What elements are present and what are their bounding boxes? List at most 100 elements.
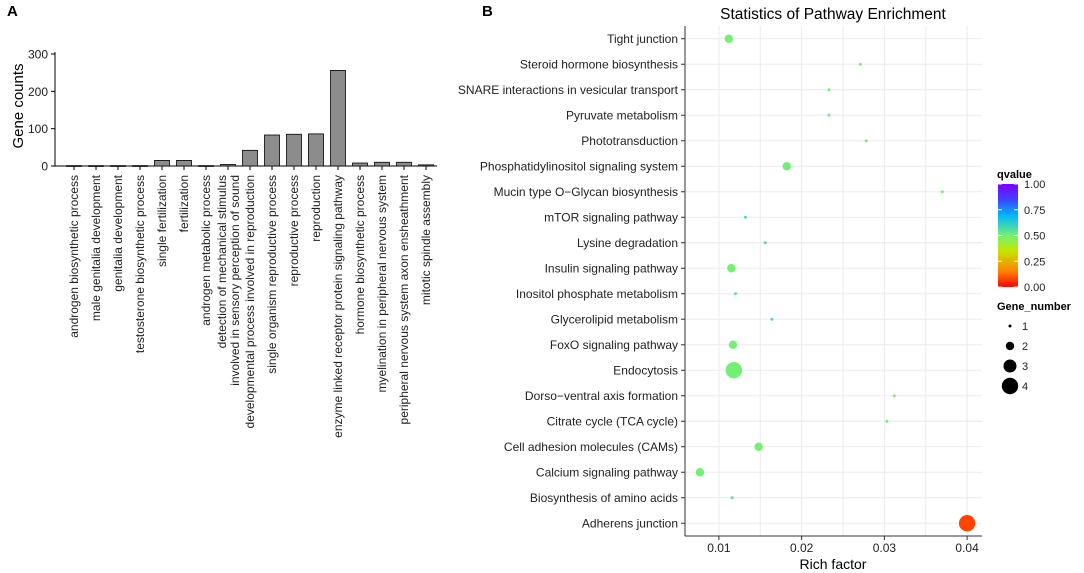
bubble-point (733, 292, 737, 296)
legend-qvalue-tick-label: 0.50 (1024, 231, 1045, 243)
bubble-chart-pathway-label: Dorso−ventral axis formation (525, 389, 678, 403)
legend-size-key-label: 4 (1022, 381, 1028, 393)
bubble-point (782, 162, 791, 171)
bubble-point (730, 496, 734, 500)
bubble-chart-pathway-enrichment: Statistics of Pathway Enrichment Rich fa… (458, 6, 982, 572)
bubble-chart-plot-area (685, 26, 982, 536)
bubble-point (754, 442, 763, 451)
bar (264, 134, 280, 167)
legend-gene-number-title: Gene_number (997, 301, 1072, 313)
bubble-chart-x-tick-label: 0.03 (873, 541, 897, 555)
bar-chart-y-tick-label: 200 (28, 85, 48, 99)
bar-chart-category-label: peripheral nervous system axon ensheathm… (397, 174, 411, 424)
bar (286, 133, 302, 167)
bar-chart-category-label: male genitalia development (89, 174, 103, 321)
bubble-point (724, 34, 734, 43)
bar-chart-category-label: single organism reproductive process (265, 175, 279, 374)
bubble-chart-pathway-label: Citrate cycle (TCA cycle) (547, 414, 678, 428)
legend-qvalue-tick-label: 0.75 (1024, 205, 1045, 217)
legend-size-key-circle (1001, 377, 1019, 395)
bubble-point (743, 215, 747, 219)
bubble-chart-pathway-label: SNARE interactions in vesicular transpor… (458, 83, 679, 97)
bubble-point (695, 468, 705, 477)
legend-qvalue-title: qvalue (997, 169, 1032, 181)
bubble-chart-pathway-label: Calcium signaling pathway (536, 465, 678, 479)
bubble-chart-pathway-label: Steroid hormone biosynthesis (520, 57, 678, 71)
bar-chart-category-label: myelination in peripheral nervous system (375, 175, 389, 392)
legend-size-key-circle (1008, 324, 1012, 328)
bar (154, 159, 170, 167)
bubble-chart-pathway-label: Tight junction (607, 32, 678, 46)
bubble-chart-x-tick-label: 0.01 (707, 541, 731, 555)
bar-chart-category-label: reproductive process (287, 175, 301, 286)
bar-chart-category-label: hormone biosynthetic process (353, 175, 367, 334)
legend-qvalue-tick-label: 0.00 (1024, 282, 1045, 294)
bar (242, 149, 258, 167)
bubble-chart-title: Statistics of Pathway Enrichment (720, 6, 946, 23)
bar (418, 164, 434, 167)
bubble-point (858, 62, 862, 66)
bar (330, 70, 346, 167)
bubble-point (725, 362, 743, 379)
bubble-point (770, 317, 774, 321)
bar-chart-category-label: mitotic spindle assembly (419, 175, 433, 305)
bubble-chart-pathway-label: Mucin type O−Glycan biosynthesis (494, 185, 678, 199)
bubble-chart-pathway-label: mTOR signaling pathway (544, 210, 678, 224)
bubble-chart-pathway-label: Inositol phosphate metabolism (516, 287, 678, 301)
bubble-point (727, 264, 736, 273)
bar-chart-category-label-line: involved in sensory perception of sound (228, 175, 242, 386)
bar-chart-y-tick-label: 0 (41, 160, 48, 174)
bubble-chart-pathway-label: Pyruvate metabolism (566, 108, 678, 122)
bubble-chart-pathway-label: Phototransduction (581, 134, 678, 148)
legend-qvalue-colorbar (998, 184, 1018, 287)
bubble-chart-pathway-label: Adherens junction (582, 516, 678, 530)
bubble-chart-pathway-label: Biosynthesis of amino acids (530, 491, 678, 505)
bubble-point (892, 394, 896, 398)
legend-size-key-label: 1 (1022, 321, 1028, 333)
bubble-chart-x-axis-label: Rich factor (800, 556, 867, 572)
bubble-point (864, 139, 868, 143)
bar-chart-category-label: reproduction (309, 175, 323, 242)
bar (396, 161, 412, 167)
bar-chart-y-tick-label: 100 (28, 122, 48, 136)
bubble-point (827, 113, 831, 117)
bubble-chart-pathway-label: Cell adhesion molecules (CAMs) (504, 440, 678, 454)
bar-chart-category-label: androgen metabolic process (199, 175, 213, 326)
bubble-point (827, 88, 831, 92)
bubble-chart-pathway-label: Insulin signaling pathway (545, 261, 678, 275)
legend-qvalue-tick-label: 0.25 (1024, 256, 1045, 268)
bar-chart-category-label: enzyme linked receptor protein signaling… (331, 175, 345, 438)
bar (176, 159, 192, 167)
bar-chart-category-label: developmental process involved in reprod… (243, 175, 257, 428)
panel-b-label: B (482, 3, 493, 20)
bubble-chart-pathway-label: Lysine degradation (577, 236, 678, 250)
bar-chart-category-label-line: detection of mechanical stimulus (215, 175, 229, 348)
bar-chart-y-axis-label: Gene counts (10, 63, 27, 148)
panel-a-label: A (7, 3, 18, 20)
bar-chart-category-label: testosterone biosynthetic process (133, 175, 147, 353)
bar (308, 133, 324, 167)
bar (352, 162, 368, 167)
bubble-chart-pathway-label: Glycerolipid metabolism (551, 312, 678, 326)
bubble-point (763, 241, 767, 245)
legend-qvalue-tick-label: 1.00 (1024, 179, 1045, 191)
bar-chart-category-label: androgen biosynthetic process (67, 175, 81, 338)
bar-chart-y-tick-label: 300 (28, 48, 48, 62)
bar-chart-category-label: genitalia development (111, 174, 125, 291)
bubble-point (728, 340, 738, 349)
bubble-point (940, 190, 944, 194)
legend-size-key-circle (1005, 341, 1015, 351)
bar (220, 164, 236, 167)
bar-chart-category-label: fertilization (177, 175, 191, 232)
bar-chart-category-label: single fertilization (155, 175, 169, 267)
bar-chart-gene-counts: Gene counts 0 100 200 300 androgen biosynthe… (10, 48, 437, 438)
legend-size-key-label: 3 (1022, 361, 1028, 373)
bar-chart-category-label: detection of mechanical stimulusinvolved… (215, 175, 242, 386)
legend-size-key-circle (1003, 359, 1017, 373)
bubble-point (958, 515, 976, 532)
bubble-chart-pathway-label: Endocytosis (613, 363, 678, 377)
bubble-chart-x-tick-label: 0.04 (955, 541, 979, 555)
bubble-chart-pathway-label: FoxO signaling pathway (550, 338, 678, 352)
bubble-chart-pathway-label: Phosphatidylinositol signaling system (480, 159, 678, 173)
